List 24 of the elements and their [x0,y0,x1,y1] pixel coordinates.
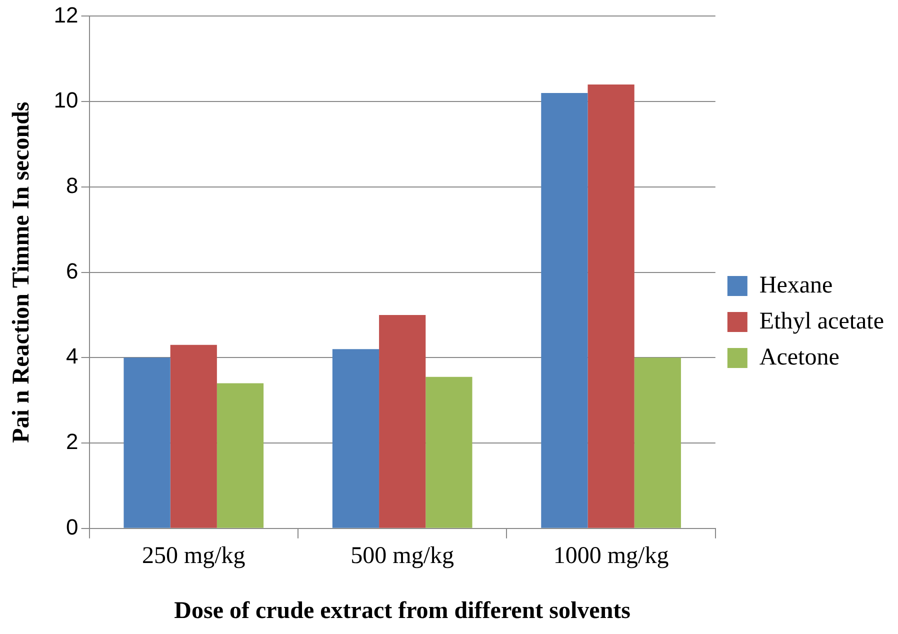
bar [332,349,380,528]
y-tick-label: 2 [66,429,78,454]
y-tick-label: 8 [66,172,78,198]
bar [216,383,264,528]
bar [426,376,472,528]
x-tick-label: 500 mg/kg [350,543,454,570]
y-tick-label: 4 [66,344,78,369]
bar [634,358,681,528]
bar [124,358,170,528]
bar [170,344,217,528]
legend-label: Ethyl acetate [759,308,884,334]
bar [379,314,426,528]
bar [588,84,634,528]
bar [541,93,588,528]
y-tick-label: 6 [66,258,78,284]
x-axis-title: Dose of crude extract from different solvents [174,598,631,624]
legend-label: Hexane [759,272,833,298]
y-axis-title: Pai n Reaction Timme In seconds [8,102,35,443]
y-tick-label: 10 [54,88,78,113]
y-tick-label: 12 [54,2,78,28]
x-tick-label: 1000 mg/kg [553,543,669,570]
y-tick-label: 0 [66,514,78,540]
x-tick-label: 250 mg/kg [142,543,246,570]
legend-label: Acetone [759,344,840,370]
